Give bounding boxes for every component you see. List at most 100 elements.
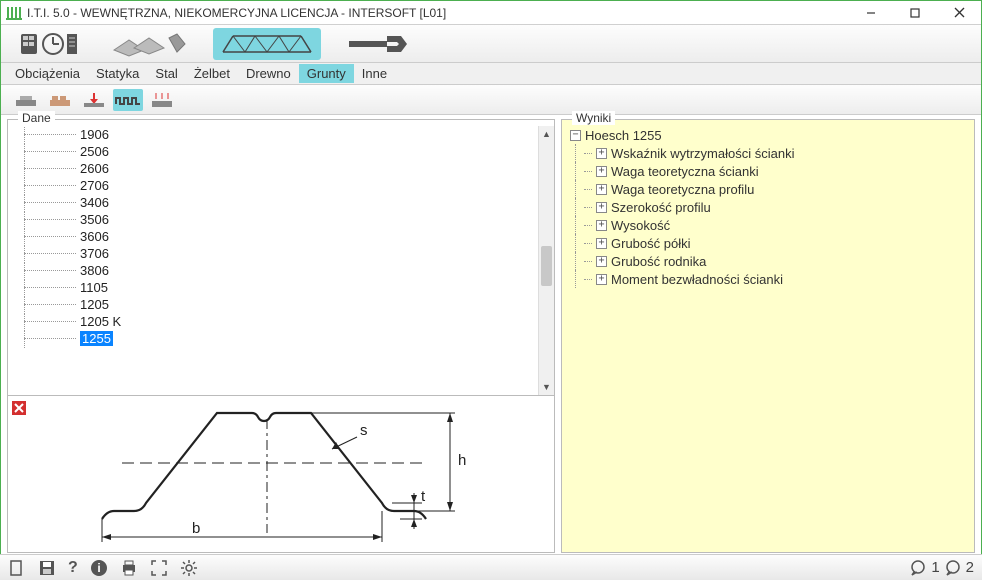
diagram-close[interactable] [8,396,30,552]
tree-child-label: Wskaźnik wytrzymałości ścianki [611,146,794,161]
tab-inne[interactable]: Inne [354,64,395,83]
window-title: I.T.I. 5.0 - WEWNĘTRZNA, NIEKOMERCYJNA L… [27,6,849,20]
expand-icon[interactable]: + [596,256,607,267]
list-item[interactable]: 2706 [24,177,538,194]
tree-child-label: Wysokość [611,218,670,233]
tree-child[interactable]: + Waga teoretyczna profilu [570,180,966,198]
tab-zelbet[interactable]: Żelbet [186,64,238,83]
close-button[interactable] [937,1,981,25]
expand-icon[interactable]: + [596,184,607,195]
tree-child-label: Moment bezwładności ścianki [611,272,783,287]
tree-child[interactable]: + Grubość półki [570,234,966,252]
tab-stal[interactable]: Stal [147,64,185,83]
smalltb-btn-3[interactable] [79,89,109,111]
tree-child-label: Grubość rodnika [611,254,706,269]
smalltb-btn-2[interactable] [45,89,75,111]
maximize-button[interactable] [893,1,937,25]
smalltb-btn-5[interactable] [147,89,177,111]
expand-icon[interactable]: + [596,274,607,285]
dane-legend: Dane [18,111,55,125]
list-item[interactable]: 2606 [24,160,538,177]
app-icon [5,4,23,22]
status-right: 1 2 [909,559,974,577]
status-fullscreen-icon[interactable] [150,559,168,577]
svg-text:t: t [421,488,426,505]
tree-child[interactable]: + Moment bezwładności ścianki [570,270,966,288]
dane-panel: Dane 19062506260627063406350636063706380… [7,119,555,553]
wyniki-panel: Wyniki − Hoesch 1255 +Wskaźnik wytrzymał… [561,119,975,553]
expand-icon[interactable]: + [596,202,607,213]
status-info-icon[interactable]: i [90,559,108,577]
chat-icon[interactable] [909,559,927,577]
tree-child[interactable]: + Szerokość profilu [570,198,966,216]
tab-drewno[interactable]: Drewno [238,64,299,83]
list-item[interactable]: 3706 [24,245,538,262]
list-item[interactable]: 1255 [24,330,538,347]
status-bar: ? i 1 2 [0,554,982,580]
svg-text:h: h [458,452,466,469]
status-help-icon[interactable]: ? [68,559,78,577]
list-item[interactable]: 3806 [24,262,538,279]
tab-obciazenia[interactable]: Obciążenia [7,64,88,83]
expand-icon[interactable]: + [596,220,607,231]
close-icon [11,400,27,416]
tab-grunty[interactable]: Grunty [299,64,354,83]
scroll-up-icon[interactable]: ▲ [539,126,554,142]
tree-child-label: Waga teoretyczna ścianki [611,164,759,179]
window-buttons [849,1,981,25]
list-item[interactable]: 1105 [24,279,538,296]
toolgroup-materials[interactable] [103,28,195,60]
tree-child[interactable]: + Waga teoretyczna ścianki [570,162,966,180]
profile-svg: b h t s [82,399,502,549]
dane-list-wrap: 1906250626062706340635063606370638061105… [8,126,554,396]
title-bar: I.T.I. 5.0 - WEWNĘTRZNA, NIEKOMERCYJNA L… [1,1,981,25]
menu-tabs: Obciążenia Statyka Stal Żelbet Drewno Gr… [1,63,981,85]
dane-list[interactable]: 1906250626062706340635063606370638061105… [24,126,538,395]
body: Dane 19062506260627063406350636063706380… [1,115,981,555]
dane-diagram-wrap: b h t s [8,396,554,552]
list-item[interactable]: 3506 [24,211,538,228]
wyniki-tree: − Hoesch 1255 + Wskaźnik wytrzymałości śc… [562,120,974,288]
list-item[interactable]: 3606 [24,228,538,245]
tree-child[interactable]: + Grubość rodnika [570,252,966,270]
profile-diagram: b h t s [30,396,554,552]
list-item[interactable]: 2506 [24,143,538,160]
tab-statyka[interactable]: Statyka [88,64,147,83]
expand-icon[interactable]: + [596,148,607,159]
tree-child-label: Waga teoretyczna profilu [611,182,754,197]
tree-child-label: Szerokość profilu [611,200,711,215]
list-item[interactable]: 3406 [24,194,538,211]
chat-icon-2[interactable] [944,559,962,577]
list-item[interactable]: 1205 K [24,313,538,330]
dane-tree-gutter [8,126,24,395]
scroll-down-icon[interactable]: ▼ [539,379,554,395]
list-item[interactable]: 1205 [24,296,538,313]
toolgroup-loads[interactable] [13,28,85,60]
collapse-icon[interactable]: − [570,130,581,141]
status-new-icon[interactable] [8,559,26,577]
status-settings-icon[interactable] [180,559,198,577]
tree-root-label: Hoesch 1255 [585,128,662,143]
toolgroup-wrench[interactable] [339,28,421,60]
dane-scrollbar[interactable]: ▲ ▼ [538,126,554,395]
tree-child[interactable]: + Wskaźnik wytrzymałości ścianki [570,144,966,162]
scroll-thumb[interactable] [541,246,552,286]
expand-icon[interactable]: + [596,166,607,177]
minimize-button[interactable] [849,1,893,25]
small-toolbar [1,85,981,115]
smalltb-btn-1[interactable] [11,89,41,111]
smalltb-btn-4[interactable] [113,89,143,111]
expand-icon[interactable]: + [596,238,607,249]
top-toolbar [1,25,981,63]
tree-child-label: Grubość półki [611,236,690,251]
status-right-1: 1 [931,559,939,576]
status-save-icon[interactable] [38,559,56,577]
tree-children: + Wskaźnik wytrzymałości ścianki + Waga teo… [570,144,966,288]
list-item[interactable]: 1906 [24,126,538,143]
svg-text:s: s [360,422,368,439]
status-print-icon[interactable] [120,559,138,577]
svg-text:b: b [192,520,200,537]
toolgroup-truss[interactable] [213,28,321,60]
tree-child[interactable]: + Wysokość [570,216,966,234]
tree-root[interactable]: − Hoesch 1255 [570,126,966,144]
